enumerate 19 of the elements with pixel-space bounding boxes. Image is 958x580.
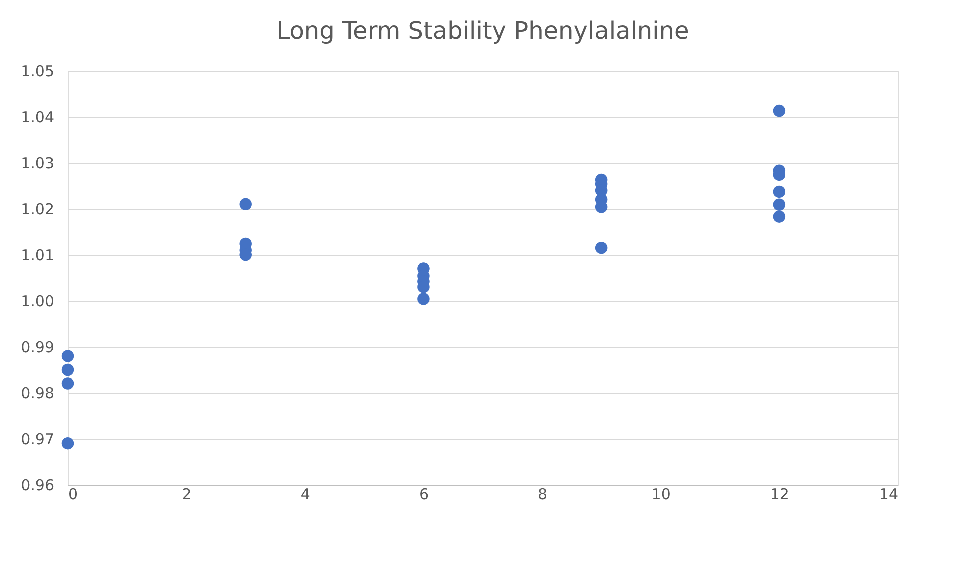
chart-title: Long Term Stability Phenylalalnine xyxy=(276,17,690,45)
x-tick-label: 2 xyxy=(182,486,192,504)
y-tick-label: 0.97 xyxy=(21,430,54,448)
x-tick-label: 10 xyxy=(652,486,671,504)
y-tick-label: 0.98 xyxy=(21,384,54,402)
y-tick-label: 1.02 xyxy=(21,200,54,218)
y-tick-label: 1.04 xyxy=(21,108,54,126)
y-tick-label: 0.99 xyxy=(21,338,54,356)
x-tick-label: 14 xyxy=(879,486,898,504)
x-tick-label: 8 xyxy=(538,486,548,504)
x-tick-label: 12 xyxy=(770,486,790,504)
x-tick-label: 6 xyxy=(419,486,429,504)
x-tick-label: 4 xyxy=(300,486,310,504)
y-tick-label: 0.96 xyxy=(21,476,54,494)
y-tick-label: 1.05 xyxy=(21,62,54,80)
y-tick-label: 1.03 xyxy=(21,154,54,172)
y-tick-label: 1.01 xyxy=(21,246,54,264)
y-tick-label: 1.00 xyxy=(21,292,54,310)
x-tick-label: 0 xyxy=(68,486,78,504)
